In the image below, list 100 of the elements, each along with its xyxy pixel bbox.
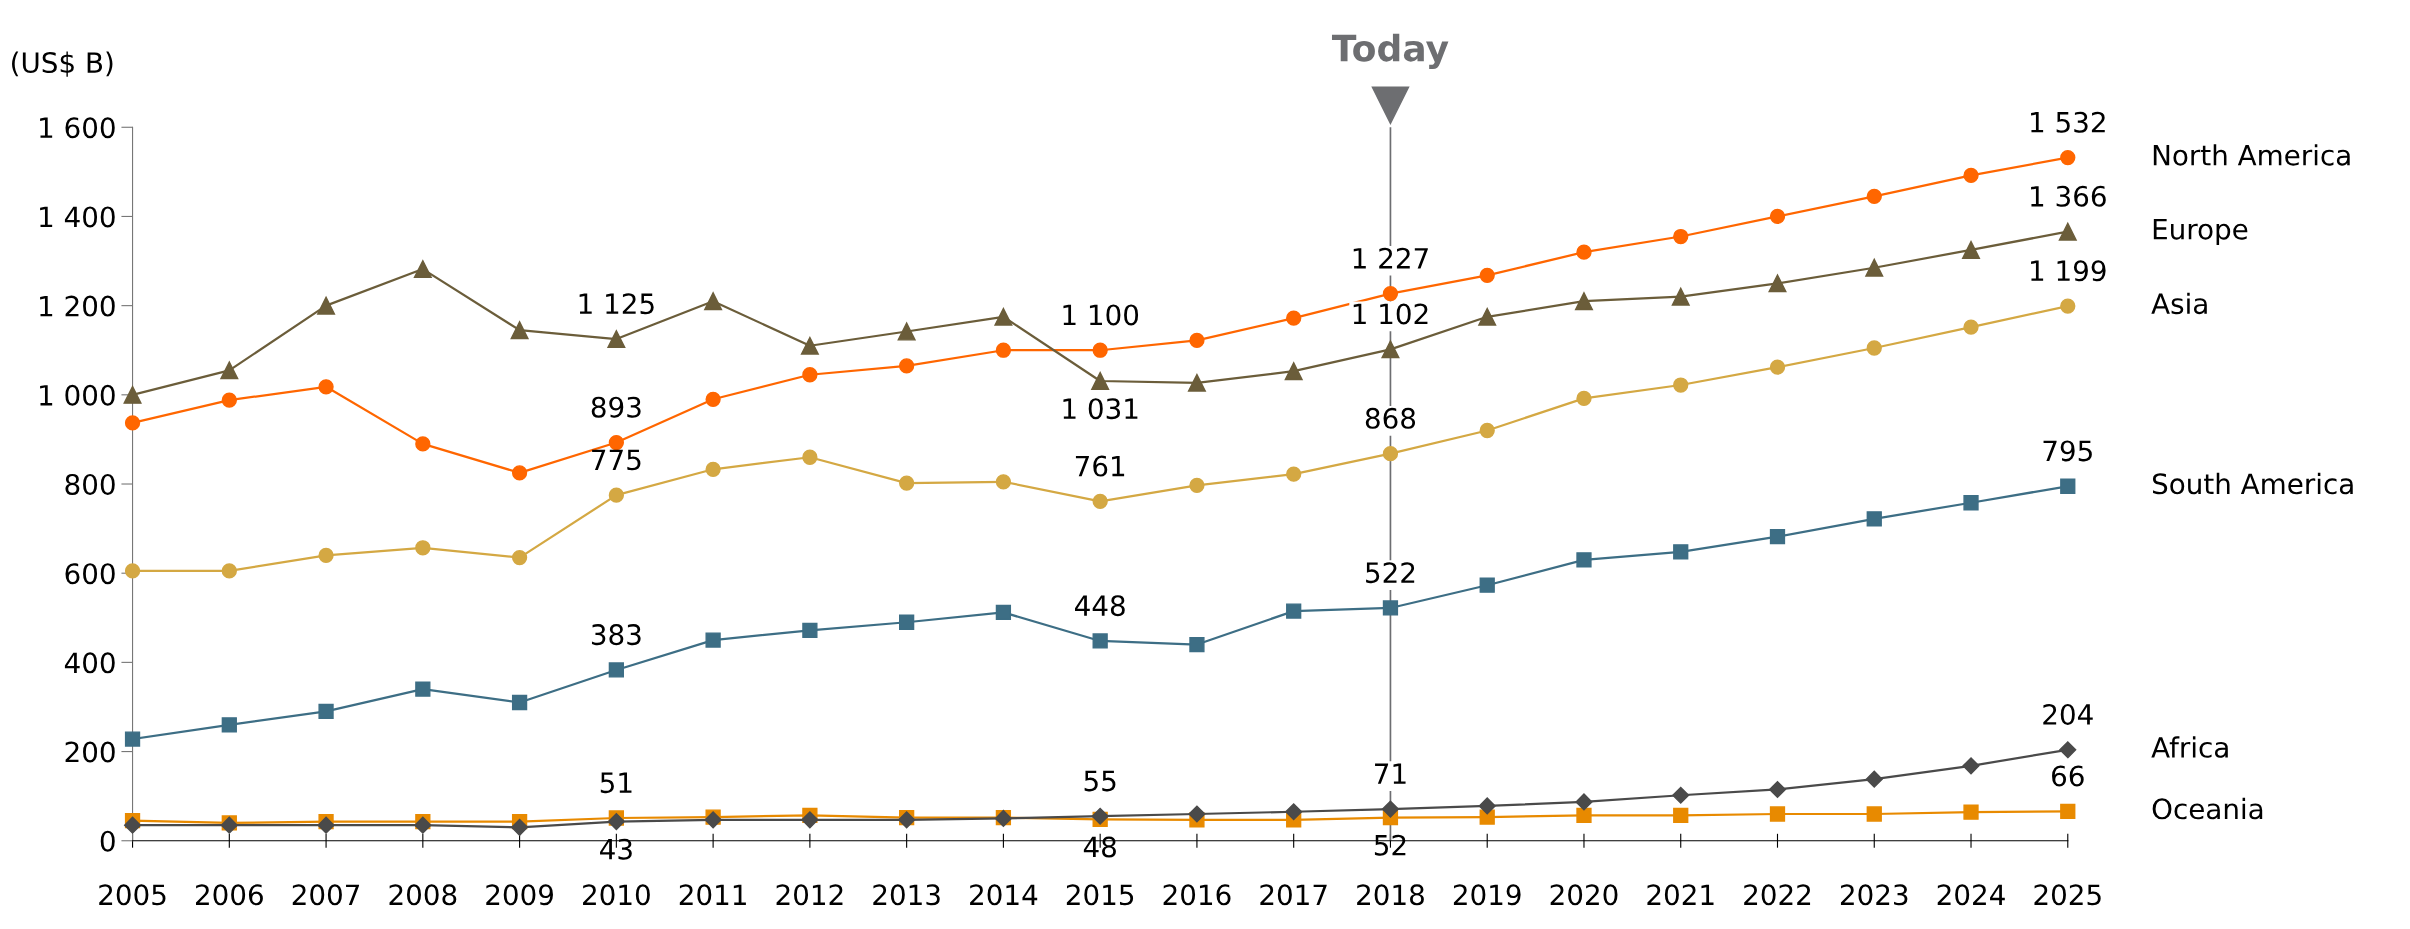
point (1284, 362, 1303, 381)
x-tick-label: 2022 (1744, 884, 1811, 906)
text: Africa (2151, 736, 2228, 758)
data-label: 1 199 (2031, 260, 2106, 282)
x-tick-label: 2006 (196, 884, 263, 906)
point (1576, 390, 1592, 407)
point (2058, 222, 2077, 241)
point (1188, 805, 1206, 823)
point (1381, 340, 1400, 359)
point (124, 563, 141, 579)
point (899, 614, 915, 630)
point (1189, 636, 1205, 653)
point (995, 604, 1012, 621)
point (1286, 603, 1302, 619)
data-label: 868 (1365, 407, 1416, 429)
y-tick-label: 1 000 (40, 384, 115, 406)
point (1673, 807, 1689, 823)
point (123, 816, 142, 834)
point (318, 703, 334, 720)
x-tick-label: 2025 (2034, 884, 2101, 906)
point (1673, 228, 1689, 245)
data-label: 52 (1374, 834, 1406, 856)
data-label: 1 366 (2031, 185, 2106, 207)
point (1866, 188, 1882, 205)
point (899, 475, 915, 491)
point (1479, 577, 1495, 593)
data-label: 204 (2043, 703, 2093, 725)
point (802, 622, 818, 638)
point (511, 465, 528, 481)
y-axis-title: (US$ B) (12, 51, 113, 77)
x-tick-label: 2007 (292, 884, 360, 906)
point (221, 717, 237, 733)
data-label: 448 (1075, 595, 1125, 617)
point (1963, 319, 1979, 335)
point (607, 813, 625, 831)
x-tick-label: 2016 (1163, 884, 1231, 906)
point (2060, 478, 2076, 494)
point (124, 731, 141, 747)
text: North America (2153, 144, 2350, 166)
point (1478, 307, 1497, 326)
point (2059, 741, 2077, 759)
x-tick-label: 2020 (1550, 884, 1618, 906)
point (995, 342, 1012, 358)
x-tick-label: 2014 (970, 884, 1038, 906)
y-tick-label: 1 600 (40, 117, 115, 139)
point (511, 818, 529, 836)
point (704, 811, 722, 829)
point (800, 336, 819, 355)
point (1575, 793, 1593, 811)
point (1479, 422, 1495, 439)
text: South America (2152, 472, 2353, 495)
x-tick-label: 2017 (1260, 884, 1327, 906)
point (1963, 495, 1979, 511)
point (1961, 240, 1981, 259)
point (1673, 544, 1689, 560)
data-label: 383 (591, 624, 641, 646)
point (220, 361, 239, 380)
data-label: 1 100 (1063, 304, 1139, 326)
point (2060, 803, 2076, 819)
point (1091, 371, 1110, 391)
point (1866, 340, 1882, 356)
ref-line-label: Today (1331, 33, 1449, 69)
point (221, 392, 237, 408)
x-tick-label: 2018 (1357, 884, 1424, 906)
point (317, 816, 335, 834)
point (1576, 244, 1592, 260)
data-label: 775 (592, 449, 641, 471)
x-tick-label: 2019 (1453, 884, 1521, 906)
y-tick-label: 800 (65, 473, 115, 495)
point (705, 391, 721, 407)
y-tick-label: 600 (65, 563, 115, 585)
data-label: 795 (2043, 440, 2092, 462)
data-label: 522 (1366, 562, 1415, 584)
point (1189, 477, 1205, 493)
point (1866, 806, 1882, 822)
point (511, 549, 528, 566)
data-label: 71 (1375, 763, 1406, 784)
point (2060, 298, 2076, 314)
point (1285, 803, 1303, 821)
point (123, 385, 142, 404)
x-tick-label: 2010 (583, 884, 650, 906)
point (1963, 167, 1979, 184)
point (802, 449, 818, 465)
point (1478, 797, 1496, 815)
point (124, 415, 141, 431)
point (1865, 770, 1883, 788)
x-tick-label: 2024 (1937, 884, 2005, 906)
point (318, 547, 334, 563)
x-tick-label: 2012 (776, 884, 843, 906)
point (1187, 373, 1206, 392)
point (704, 292, 723, 311)
data-label: 55 (1084, 770, 1116, 792)
data-label: 43 (600, 838, 632, 860)
text: Europe (2153, 219, 2248, 246)
text: Asia (2151, 292, 2207, 315)
data-label: 1 227 (1353, 247, 1428, 269)
point (1092, 633, 1108, 649)
point (413, 260, 432, 279)
point (415, 436, 431, 452)
data-label: 1 031 (1063, 398, 1138, 420)
